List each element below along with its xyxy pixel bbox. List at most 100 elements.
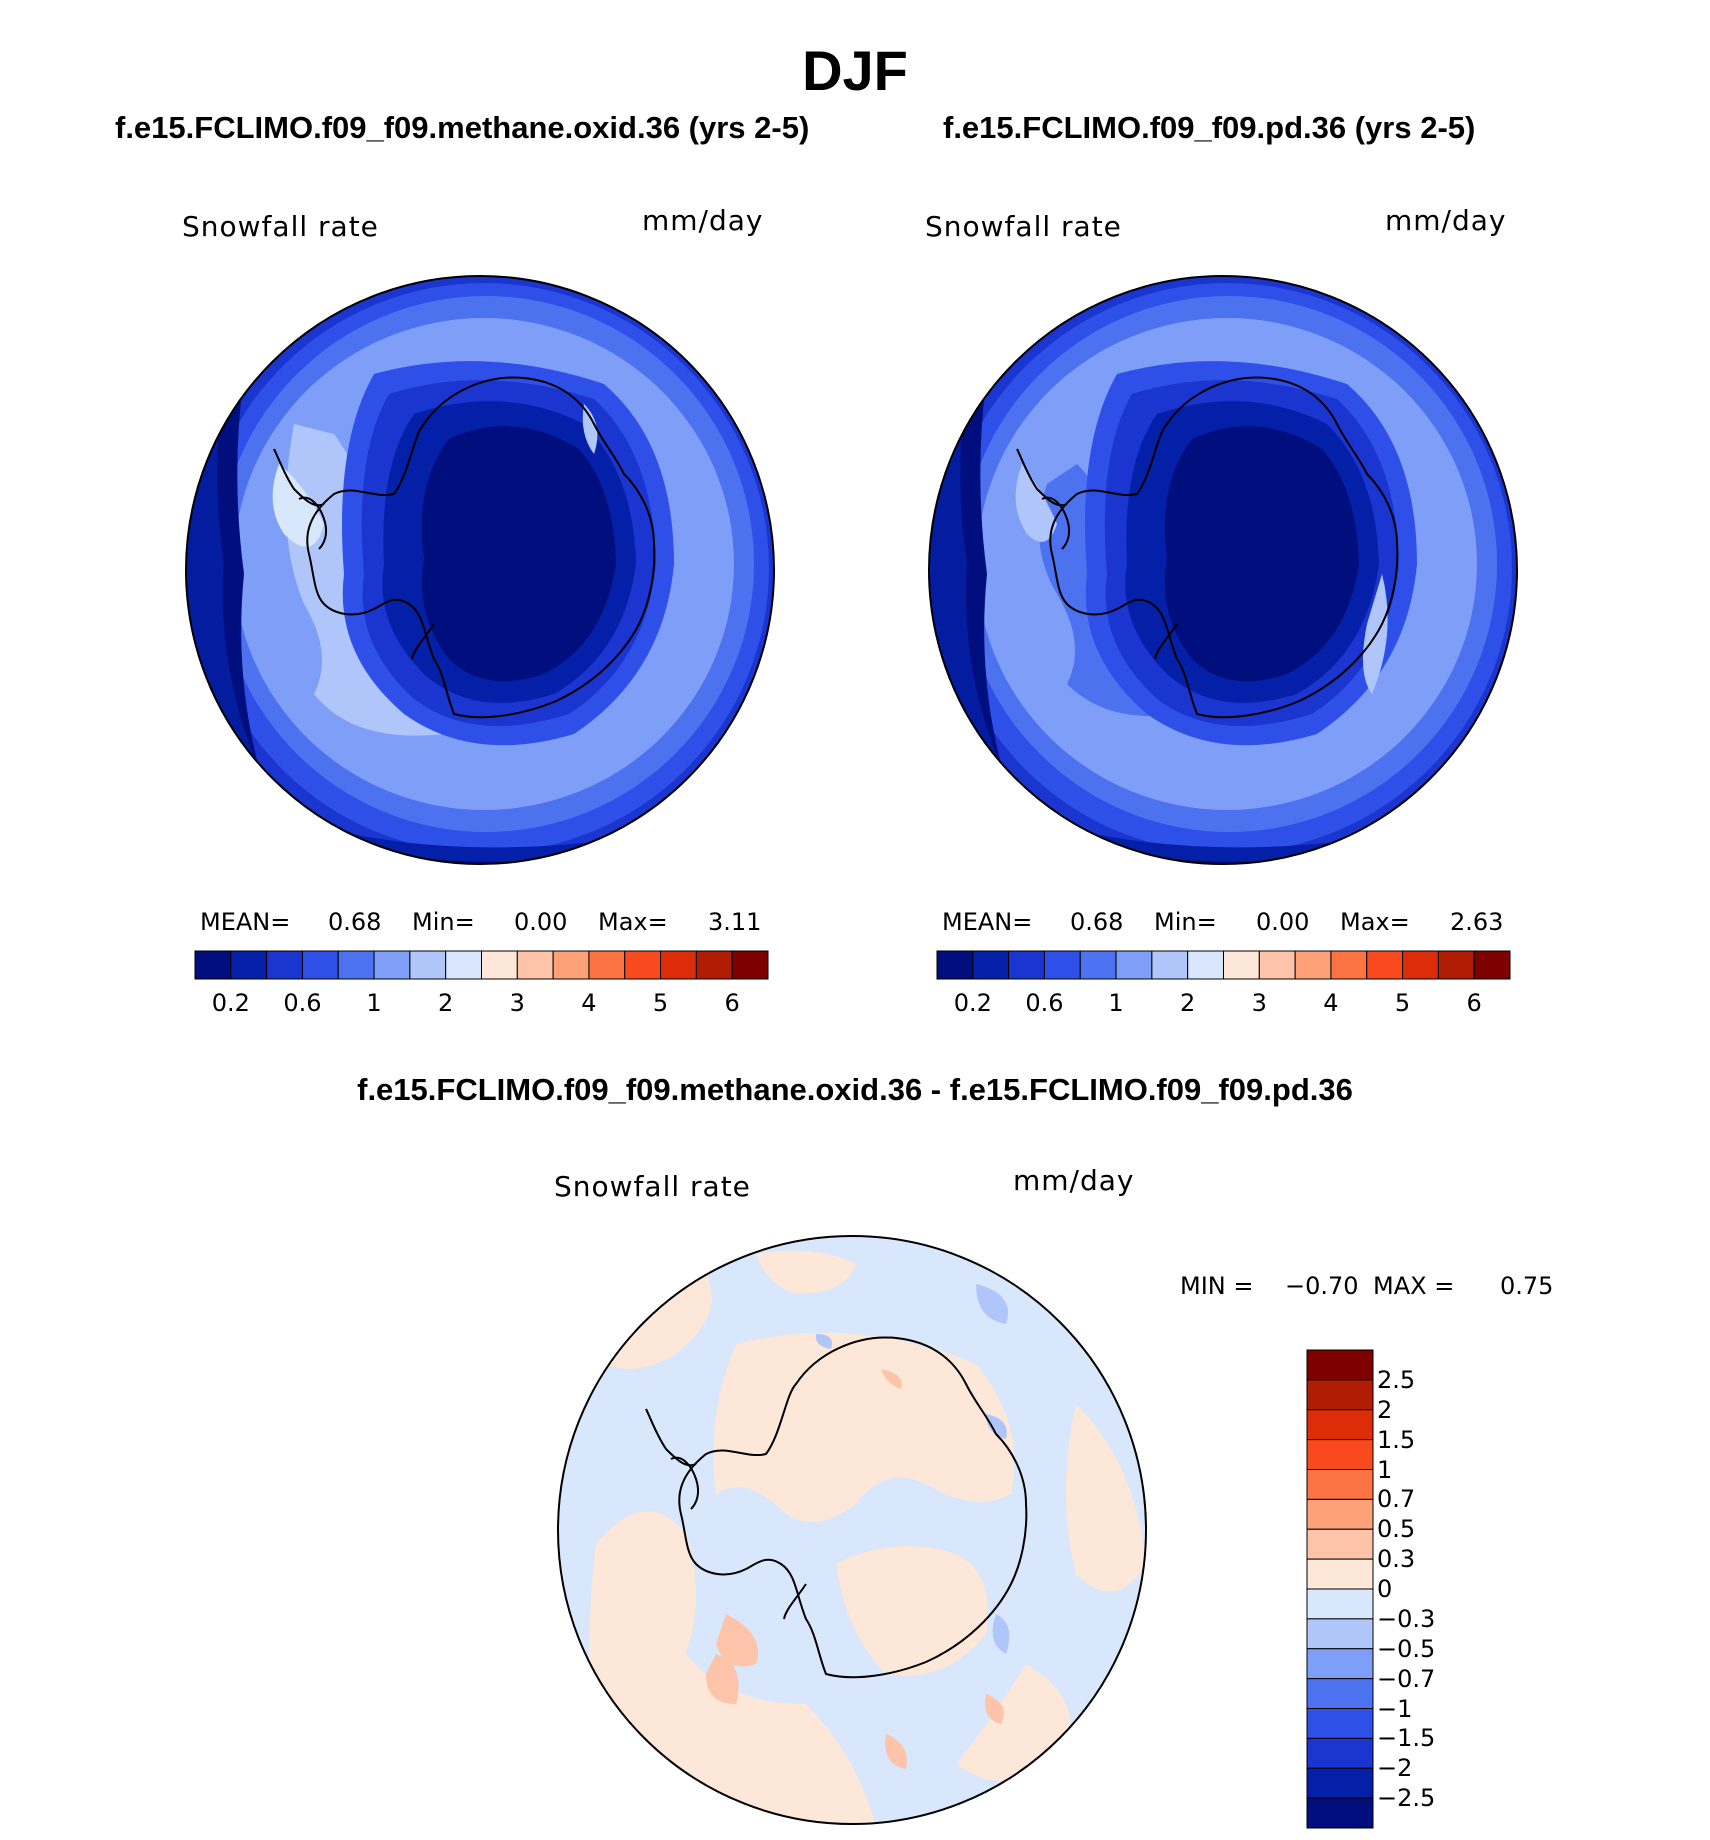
panel1-map xyxy=(185,275,775,865)
diff-min-value: −0.70 xyxy=(1285,1272,1359,1300)
colorbar-swatch xyxy=(194,950,232,980)
colorbar-swatch xyxy=(301,950,339,980)
page-title: DJF xyxy=(802,39,908,102)
panel1-max-label: Max= xyxy=(598,908,668,936)
panel1-min-value: 0.00 xyxy=(514,908,568,936)
colorbar-swatch xyxy=(481,950,518,980)
diff-min-label: MIN = xyxy=(1180,1272,1254,1300)
colorbar-tick-label: 1 xyxy=(366,989,382,1017)
colorbar-swatch xyxy=(1306,1708,1374,1739)
panel1-mean-label: MEAN= xyxy=(200,908,291,936)
panel1-mean-value: 0.68 xyxy=(328,908,382,936)
colorbar-tick-label: 4 xyxy=(581,989,597,1017)
colorbar-tick-label: 5 xyxy=(652,989,669,1017)
colorbar-swatch xyxy=(1079,950,1117,980)
colorbar-tick-label: 1.5 xyxy=(1377,1425,1416,1454)
colorbar-tick-label: −0.7 xyxy=(1377,1664,1436,1693)
colorbar-swatch xyxy=(230,950,268,980)
panel2-max-label: Max= xyxy=(1340,908,1410,936)
panel2-variable-label: Snowfall rate xyxy=(925,210,1122,243)
colorbar-tick-label: 1 xyxy=(1377,1455,1393,1484)
colorbar-swatch xyxy=(1366,950,1404,980)
colorbar-swatch xyxy=(1306,1797,1374,1829)
colorbar-swatch xyxy=(1306,1678,1374,1709)
colorbar-swatch xyxy=(1306,1379,1374,1411)
colorbar-swatch xyxy=(1437,950,1475,980)
panel2-units-label: mm/day xyxy=(1385,204,1507,237)
diff-max-label: MAX = xyxy=(1373,1272,1455,1300)
panel1-units-label: mm/day xyxy=(642,204,764,237)
panel1-variable-label: Snowfall rate xyxy=(182,210,379,243)
panel2-min-label: Min= xyxy=(1154,908,1217,936)
colorbar-tick-label: 2.5 xyxy=(1377,1365,1416,1394)
colorbar-swatch xyxy=(936,950,974,980)
diff-variable-label: Snowfall rate xyxy=(554,1170,751,1203)
panel2-colorbar xyxy=(936,950,1511,980)
panel1-max-value: 3.11 xyxy=(708,908,762,936)
diff-max-value: 0.75 xyxy=(1500,1272,1554,1300)
colorbar-tick-label: 3 xyxy=(509,989,525,1017)
colorbar-swatch xyxy=(1306,1588,1374,1620)
colorbar-swatch xyxy=(1306,1469,1374,1500)
colorbar-tick-label: 0 xyxy=(1377,1575,1393,1603)
colorbar-tick-label: −2 xyxy=(1377,1754,1413,1783)
panel2-mean-value: 0.68 xyxy=(1070,908,1124,936)
colorbar-tick-label: −0.5 xyxy=(1377,1634,1436,1663)
colorbar-swatch xyxy=(1306,1498,1374,1530)
colorbar-tick-label: 0.2 xyxy=(211,989,250,1017)
colorbar-swatch xyxy=(1306,1767,1374,1799)
colorbar-swatch xyxy=(1151,950,1189,980)
diff-title: f.e15.FCLIMO.f09_f09.methane.oxid.36 - f… xyxy=(357,1072,1353,1107)
colorbar-swatch xyxy=(409,950,447,980)
colorbar-swatch xyxy=(1306,1349,1374,1381)
colorbar-swatch xyxy=(1306,1409,1374,1441)
panel1-min-label: Min= xyxy=(412,908,475,936)
colorbar-swatch xyxy=(1330,950,1368,980)
colorbar-swatch xyxy=(1306,1439,1374,1470)
colorbar-tick-label: −0.3 xyxy=(1377,1604,1436,1633)
colorbar-swatch xyxy=(660,950,697,980)
colorbar-tick-label: 2 xyxy=(1180,989,1196,1017)
colorbar-tick-label: 2 xyxy=(438,989,454,1017)
colorbar-swatch xyxy=(1294,950,1332,980)
diff-colorbar xyxy=(1306,1349,1374,1829)
colorbar-swatch xyxy=(588,950,626,980)
colorbar-swatch xyxy=(1306,1648,1374,1680)
colorbar-swatch xyxy=(445,950,482,980)
colorbar-swatch xyxy=(1187,950,1224,980)
colorbar-swatch xyxy=(1402,950,1439,980)
panel2-min-value: 0.00 xyxy=(1256,908,1310,936)
colorbar-tick-label: 0.2 xyxy=(953,989,992,1017)
colorbar-tick-label: 6 xyxy=(1466,989,1482,1017)
colorbar-swatch xyxy=(1258,950,1296,980)
colorbar-swatch xyxy=(266,950,303,980)
colorbar-tick-label: −1.5 xyxy=(1377,1724,1436,1753)
colorbar-tick-label: 0.7 xyxy=(1377,1485,1416,1514)
colorbar-swatch xyxy=(1306,1558,1374,1590)
colorbar-swatch xyxy=(1473,950,1511,980)
panel1-colorbar xyxy=(194,950,769,980)
panel1-case-title: f.e15.FCLIMO.f09_f09.methane.oxid.36 (yr… xyxy=(115,110,810,145)
colorbar-swatch xyxy=(624,950,662,980)
panel2-map xyxy=(928,275,1518,865)
colorbar-tick-label: 0.6 xyxy=(1025,989,1064,1017)
colorbar-tick-label: 5 xyxy=(1394,989,1411,1017)
panel2-max-value: 2.63 xyxy=(1450,908,1504,936)
colorbar-swatch xyxy=(1306,1737,1374,1769)
colorbar-swatch xyxy=(516,950,554,980)
colorbar-swatch xyxy=(552,950,590,980)
colorbar-tick-label: −2.5 xyxy=(1377,1784,1436,1813)
panel2-case-title: f.e15.FCLIMO.f09_f09.pd.36 (yrs 2-5) xyxy=(943,110,1476,145)
colorbar-swatch xyxy=(337,950,375,980)
colorbar-swatch xyxy=(1306,1528,1374,1560)
colorbar-swatch xyxy=(1115,950,1153,980)
colorbar-tick-label: 0.6 xyxy=(283,989,322,1017)
colorbar-swatch xyxy=(373,950,411,980)
diff-map xyxy=(557,1235,1147,1825)
colorbar-swatch xyxy=(695,950,733,980)
colorbar-tick-label: 6 xyxy=(724,989,740,1017)
colorbar-tick-label: 2 xyxy=(1377,1395,1393,1424)
colorbar-swatch xyxy=(1306,1618,1374,1650)
colorbar-tick-label: 1 xyxy=(1108,989,1124,1017)
colorbar-swatch xyxy=(731,950,769,980)
